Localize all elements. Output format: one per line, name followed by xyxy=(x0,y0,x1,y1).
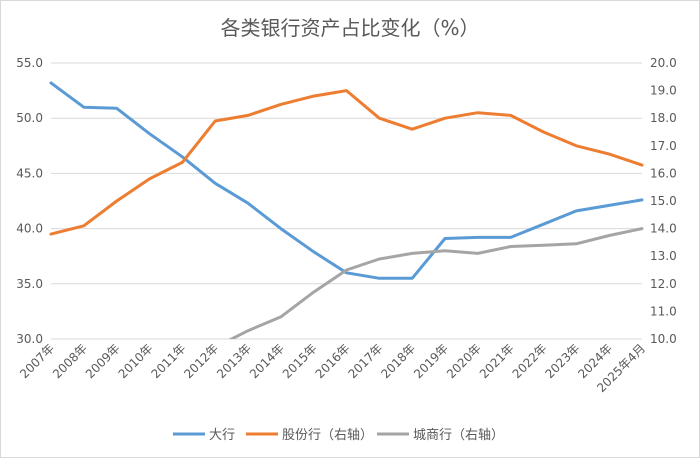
right-tick-label: 19.0 xyxy=(650,84,677,98)
left-tick-label: 35.0 xyxy=(16,277,43,291)
left-axis: 30.0 35.0 40.0 45.0 50.0 55.0 xyxy=(16,56,43,346)
chart-title: 各类银行资产占比变化（%） xyxy=(220,16,479,40)
legend-label: 城商行（右轴） xyxy=(413,428,504,443)
right-axis: 10.0 11.0 12.0 13.0 14.0 15.0 16.0 17.0 18.0 19.0… xyxy=(650,56,677,346)
legend-label: 大行 xyxy=(209,428,235,443)
right-tick-label: 10.0 xyxy=(650,332,677,346)
x-tick-label: 2017年 xyxy=(345,341,385,381)
left-tick-label: 40.0 xyxy=(16,222,43,236)
x-tick-label: 2022年 xyxy=(510,341,550,381)
right-tick-label: 15.0 xyxy=(650,194,677,208)
x-tick-label: 2015年 xyxy=(280,341,320,381)
x-tick-label: 2016年 xyxy=(313,341,353,381)
right-tick-label: 14.0 xyxy=(650,222,677,236)
right-tick-label: 11.0 xyxy=(650,304,677,318)
x-tick-label: 2020年 xyxy=(444,341,484,381)
right-tick-label: 17.0 xyxy=(650,139,677,153)
gridlines xyxy=(51,62,642,340)
series-line xyxy=(228,227,644,339)
right-tick-label: 13.0 xyxy=(650,249,677,263)
x-tick-label: 2023年 xyxy=(542,341,582,381)
left-tick-label: 30.0 xyxy=(16,332,43,346)
x-axis: 2007年2008年2009年2010年2011年2012年2013年2014年… xyxy=(17,341,648,395)
left-tick-label: 50.0 xyxy=(16,111,43,125)
x-tick-label: 2010年 xyxy=(116,341,156,381)
x-tick-label: 2008年 xyxy=(50,341,90,381)
right-tick-label: 12.0 xyxy=(650,277,677,291)
x-tick-label: 2019年 xyxy=(411,341,451,381)
series-line xyxy=(49,89,644,236)
right-tick-label: 18.0 xyxy=(650,111,677,125)
x-tick-label: 2021年 xyxy=(477,341,517,381)
legend-label: 股份行（右轴） xyxy=(282,428,373,443)
x-tick-label: 2007年 xyxy=(17,341,57,381)
x-tick-label: 2012年 xyxy=(181,341,221,381)
left-tick-label: 55.0 xyxy=(16,56,43,70)
x-tick-label: 2009年 xyxy=(83,341,123,381)
right-tick-label: 16.0 xyxy=(650,166,677,180)
x-tick-label: 2014年 xyxy=(247,341,287,381)
x-tick-label: 2011年 xyxy=(148,341,188,381)
series-lines xyxy=(49,81,644,339)
x-tick-label: 2018年 xyxy=(378,341,418,381)
x-tick-label: 2013年 xyxy=(214,341,254,381)
series-line xyxy=(49,81,644,280)
right-tick-label: 20.0 xyxy=(650,56,677,70)
left-tick-label: 45.0 xyxy=(16,166,43,180)
legend: 大行 股份行（右轴） 城商行（右轴） xyxy=(173,428,504,443)
